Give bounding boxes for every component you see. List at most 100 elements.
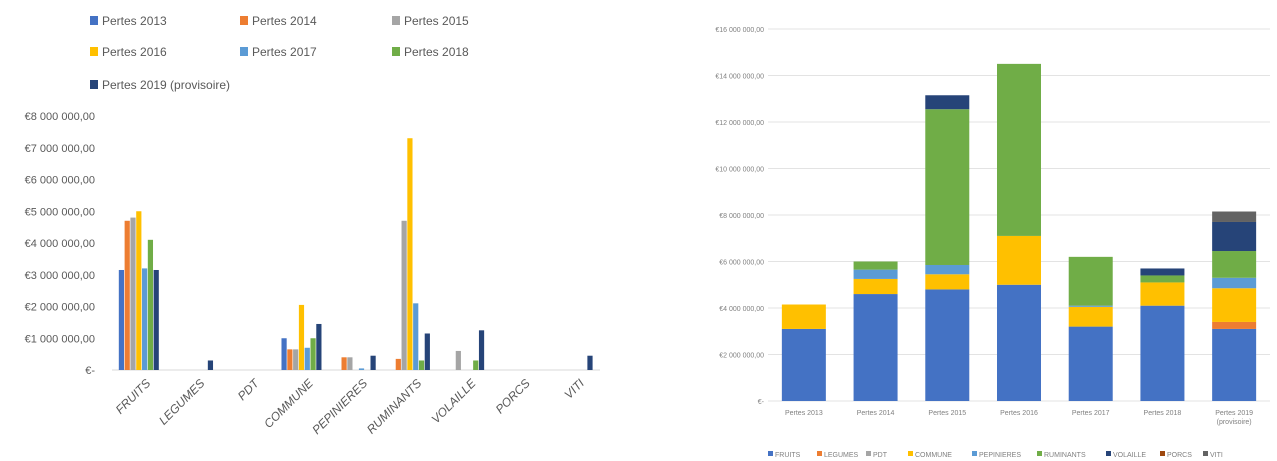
legend-swatch-viti (1203, 451, 1208, 456)
legend-swatch-fruits (768, 451, 773, 456)
legend-swatch-pertes-2017 (240, 47, 248, 56)
bar (316, 323, 322, 370)
legend-swatch-legumes (817, 451, 822, 456)
legend-label-pertes-2018: Pertes 2018 (404, 45, 469, 59)
bar-segment (1140, 268, 1185, 276)
bar-segment (1068, 305, 1113, 307)
bar (293, 349, 299, 370)
bar-segment (925, 109, 970, 265)
bar-segment (1140, 282, 1185, 306)
x-tick-label: LEGUMES (156, 376, 207, 427)
bar-segment (1212, 211, 1257, 222)
y-tick-label: €- (85, 365, 95, 377)
bar (147, 239, 154, 370)
legend-label-pdt: PDT (873, 452, 888, 459)
bar (401, 220, 407, 370)
bar (304, 347, 310, 370)
y-tick-label: €3 000 000,00 (25, 270, 95, 282)
bar-segment (853, 278, 898, 295)
legend-label-pertes-2014: Pertes 2014 (252, 14, 317, 28)
grouped-bar-chart: Pertes 2013 Pertes 2014 Pertes 2015 Pertes … (25, 14, 600, 437)
bar (395, 358, 401, 370)
legend-swatch-pepinieres (972, 451, 977, 456)
y-tick-label: €16 000 000,00 (715, 27, 764, 34)
y-tick-label: €8 000 000,00 (719, 213, 764, 220)
legend-swatch-pdt (866, 451, 871, 456)
bar-segment (1140, 275, 1185, 283)
bar (358, 368, 365, 370)
x-tick-label: FRUITS (113, 376, 154, 417)
bar (136, 211, 142, 370)
bar-segment (1212, 277, 1257, 289)
legend-label-pertes-2017: Pertes 2017 (252, 45, 317, 59)
legend-label-pertes-2016: Pertes 2016 (102, 45, 167, 59)
bar (370, 355, 376, 370)
bar-segment (925, 289, 970, 401)
legend-label-legumes: LEGUMES (824, 452, 859, 459)
y-tick-label: €2 000 000,00 (719, 353, 764, 360)
y-tick-label: €10 000 000,00 (715, 167, 764, 174)
legend-swatch-volaille (1106, 451, 1111, 456)
bar-segment (1212, 251, 1257, 278)
bar-segment (925, 274, 970, 290)
y-tick-label: €4 000 000,00 (719, 306, 764, 313)
y-tick-label: €- (758, 399, 765, 406)
bar (418, 360, 425, 370)
bar-segment (781, 328, 826, 401)
legend-label-pepinieres: PEPINIERES (979, 452, 1021, 459)
legend-swatch-ruminants (1037, 451, 1042, 456)
bar-segment (997, 284, 1041, 401)
x-tick-label: (provisoire) (1217, 419, 1252, 426)
bar (407, 138, 413, 370)
bar-segment (925, 264, 970, 275)
bar (287, 349, 293, 370)
bar-segment (997, 63, 1041, 236)
bar-segment (925, 95, 970, 110)
bar (142, 268, 148, 370)
x-tick-label: VOLAILLE (429, 376, 480, 427)
y-tick-label: €2 000 000,00 (25, 302, 95, 314)
x-tick-label: COMMUNE (261, 376, 316, 431)
x-tick-label: Pertes 2016 (1000, 410, 1038, 417)
legend-label-ruminants: RUMINANTS (1044, 452, 1086, 459)
bar-segment (1140, 305, 1185, 401)
bar (347, 357, 353, 370)
bar (118, 269, 125, 370)
bar-segment (853, 294, 898, 401)
x-tick-label: VITI (562, 376, 588, 402)
legend-label-fruits: FRUITS (775, 452, 801, 459)
x-tick-label: PORCS (493, 376, 533, 416)
legend-label-commune: COMMUNE (915, 452, 952, 459)
x-tick-label: Pertes 2017 (1072, 410, 1110, 417)
x-tick-label: PDT (235, 375, 263, 403)
y-tick-label: €4 000 000,00 (25, 238, 95, 250)
legend-label-viti: VITI (1210, 452, 1223, 459)
legend-swatch-pertes-2016 (90, 47, 98, 56)
bar-segment (1068, 256, 1113, 306)
bar-segment (853, 261, 898, 270)
x-tick-label: Pertes 2018 (1144, 410, 1182, 417)
bar-segment (853, 269, 898, 279)
legend-label-porcs: PORCS (1167, 452, 1192, 459)
bar-segment (1212, 288, 1257, 322)
legend-label-pertes-2015: Pertes 2015 (404, 14, 469, 28)
bar (341, 357, 347, 370)
bar-segment (1068, 306, 1113, 327)
x-tick-label: Pertes 2014 (857, 410, 895, 417)
y-tick-label: €7 000 000,00 (25, 143, 95, 155)
bar (413, 303, 419, 370)
legend-swatch-pertes-2018 (392, 47, 400, 56)
legend-swatch-commune (908, 451, 913, 456)
legend-swatch-pertes-2015 (392, 16, 400, 25)
y-tick-label: €5 000 000,00 (25, 206, 95, 218)
bar-segment (997, 235, 1041, 285)
y-tick-label: €14 000 000,00 (715, 74, 764, 81)
x-tick-label: Pertes 2013 (785, 410, 823, 417)
x-tick-label: Pertes 2015 (928, 410, 966, 417)
bar (478, 330, 485, 370)
legend-swatch-porcs (1160, 451, 1165, 456)
y-tick-label: €6 000 000,00 (25, 175, 95, 187)
bar (310, 338, 316, 370)
bar (587, 355, 593, 370)
bar (473, 360, 479, 370)
